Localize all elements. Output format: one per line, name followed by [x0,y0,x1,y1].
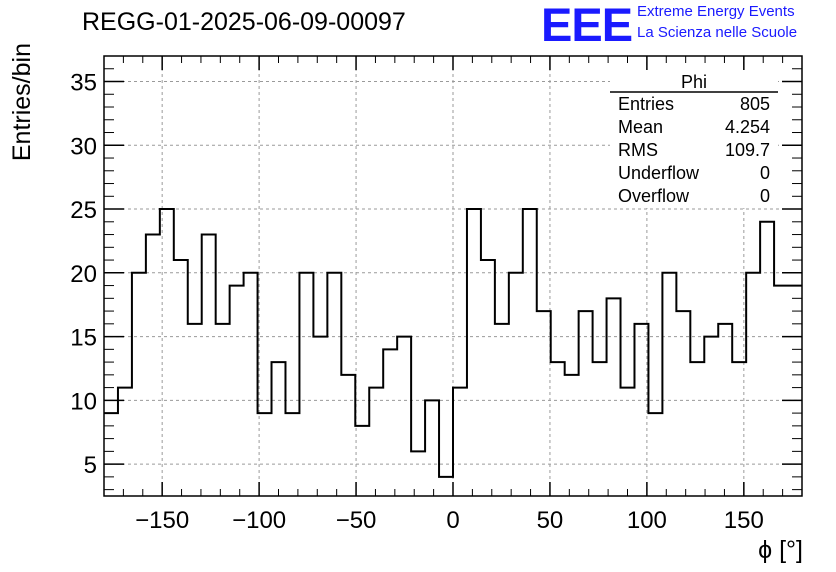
stats-label: RMS [618,140,658,160]
histogram-bin [453,388,467,496]
histogram-bin [551,362,565,496]
stats-value: 0 [760,163,770,183]
stats-value: 4.254 [725,117,770,137]
x-tick-label: −150 [135,507,189,534]
x-tick-label: 0 [446,507,459,534]
stats-value: 109.7 [725,140,770,160]
histogram-bin [118,388,132,496]
tick-labels: −150 −100 −50 0 50 100 150 5 10 15 20 25 30 35 [70,70,764,534]
x-tick-label: 100 [627,507,667,534]
stats-box-background [610,70,778,208]
histogram-bin [481,260,495,496]
histogram-bin [565,375,579,496]
y-tick-label: 35 [70,70,97,97]
y-axis-label: Entries/bin [8,43,36,161]
chart-title: REGG-01-2025-06-09-00097 [82,8,406,36]
histogram-bin [746,273,760,496]
logo-subtitle-1: Extreme Energy Events [637,3,795,20]
histogram-bin [593,362,607,496]
histogram-bin [676,311,690,496]
histogram-bin [369,388,383,496]
histogram-bin [313,337,327,496]
histogram-bin [509,273,523,496]
histogram-bin [327,273,341,496]
histogram-bin [621,388,635,496]
histogram-bin [411,451,425,496]
stats-value: 0 [760,186,770,206]
y-tick-label: 25 [70,197,97,224]
y-tick-label: 20 [70,261,97,288]
stats-label: Underflow [618,163,700,183]
logo-subtitle-2: La Scienza nelle Scuole [637,24,798,41]
histogram-bin [467,209,481,496]
stats-label: Mean [618,117,663,137]
y-tick-label: 10 [70,388,97,415]
histogram-bin [634,324,648,496]
histogram-bin [285,413,299,496]
histogram-bin [299,273,313,496]
histogram-outline [104,208,802,478]
histogram-bin [579,311,593,496]
x-tick-label: 150 [724,507,764,534]
axis-ticks [103,56,803,496]
x-tick-label: 50 [537,507,564,534]
histogram-bin [174,260,188,496]
histogram-bin [244,273,258,496]
histogram-bin [760,222,774,496]
eee-logo: EEE [541,0,633,51]
stats-value: 805 [740,94,770,114]
histogram-bin [272,362,286,496]
histogram-bin [662,273,676,496]
histogram-bin [188,324,202,496]
stats-box-title: Phi [681,72,707,92]
stats-box: Phi Entries 805 Mean 4.254 RMS 109.7 Underflow 0… [610,70,778,208]
histogram-bin [132,273,146,496]
stats-label: Overflow [618,186,690,206]
histogram-bin [425,400,439,496]
histogram-bin [146,235,160,496]
histogram-bin [495,324,509,496]
histogram-bin [439,477,453,496]
x-tick-label: −50 [336,507,377,534]
histogram-bin [718,324,732,496]
histogram-bin [355,426,369,496]
histogram-bin [704,337,718,496]
y-tick-label: 15 [70,325,97,352]
histogram-bin [523,209,537,496]
histogram-bin [607,298,621,496]
histogram [104,208,802,496]
histogram-bin [648,413,662,496]
histogram-bin [537,311,551,496]
x-tick-label: −100 [232,507,286,534]
histogram-bin [341,375,355,496]
histogram-bin [202,235,216,496]
histogram-bin [397,337,411,496]
y-tick-label: 30 [70,133,97,160]
histogram-bin [383,349,397,496]
histogram-bin [216,324,230,496]
y-tick-label: 5 [84,452,97,479]
stats-label: Entries [618,94,674,114]
x-axis-label: ϕ [°] [758,536,803,564]
histogram-bin [690,362,704,496]
